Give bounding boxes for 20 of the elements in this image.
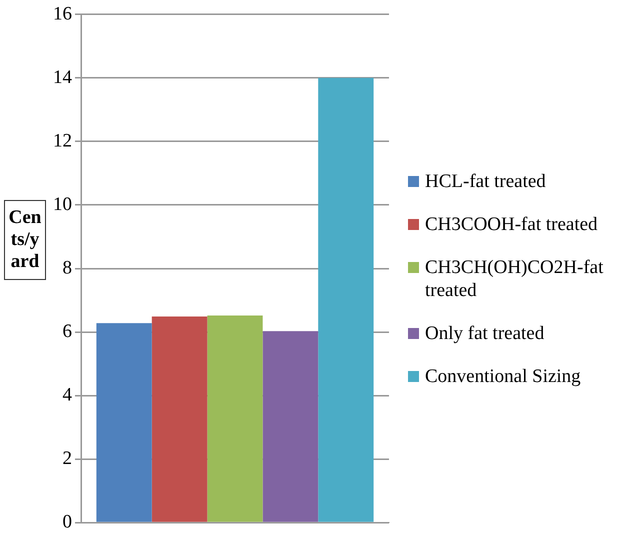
bar <box>318 78 374 522</box>
y-tick-label: 10 <box>53 194 72 215</box>
y-tick-label: 2 <box>62 448 72 470</box>
y-axis-title: Cents/yard <box>4 200 46 280</box>
y-tick-label: 0 <box>62 512 72 533</box>
legend-label: Only fat treated <box>425 322 544 345</box>
bar <box>152 316 208 522</box>
legend-label: CH3CH(OH)CO2H-fat treated <box>425 256 604 302</box>
y-tick-label: 16 <box>53 3 72 24</box>
legend-label: Conventional Sizing <box>425 365 581 388</box>
bar <box>96 323 152 522</box>
legend-label: HCL-fat treated <box>425 170 546 193</box>
bar <box>207 316 263 522</box>
y-tick-label: 14 <box>53 66 72 88</box>
y-tick-label: 6 <box>62 321 72 342</box>
legend-label: CH3COOH-fat treated <box>425 213 598 236</box>
y-tick-label: 8 <box>62 257 72 278</box>
bar <box>262 331 318 522</box>
y-tick-label: 4 <box>62 384 72 406</box>
y-tick-label: 12 <box>53 130 72 152</box>
